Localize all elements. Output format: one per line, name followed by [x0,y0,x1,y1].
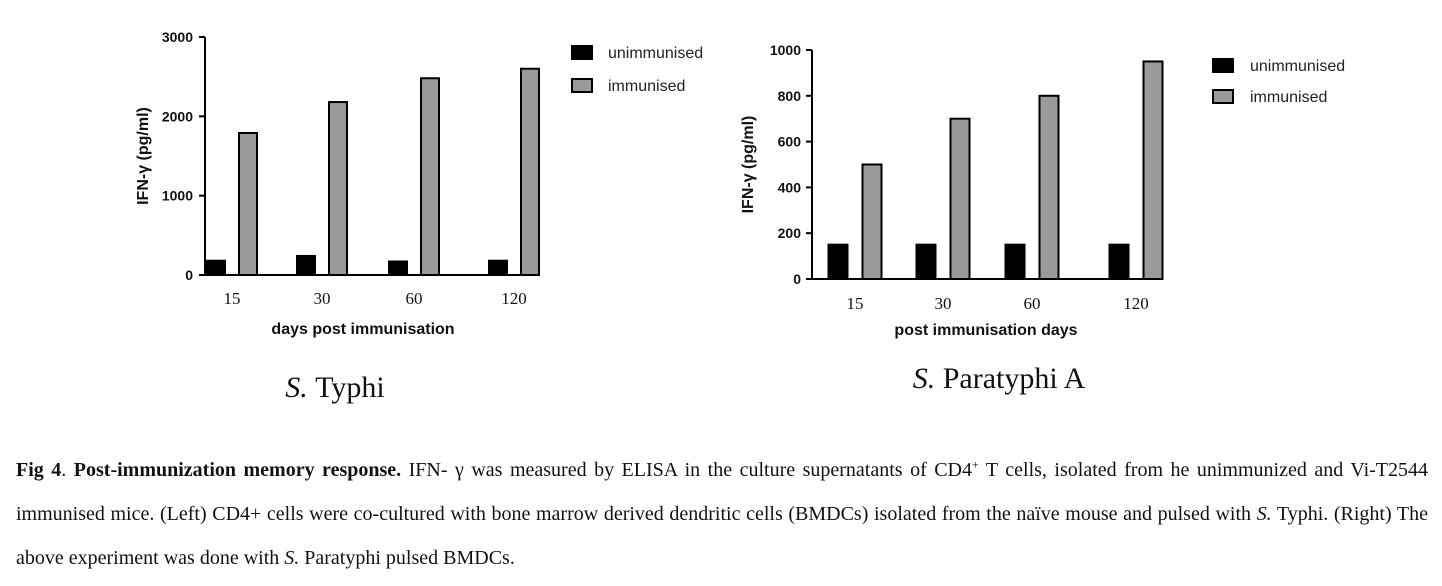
legend-swatch-immunised [571,78,593,93]
caption-superscript: + [972,457,979,472]
caption-species-1: S. [1256,503,1272,525]
bar-unimmunised-60 [1004,243,1026,280]
bar-immunised-15 [861,163,883,280]
legend-label-immunised: immunised [1250,89,1327,106]
panel-title-genus: S. [913,362,936,395]
legend-swatch-immunised [1212,89,1234,104]
panel-title-species: Typhi [308,371,385,404]
bar-immunised-60 [1038,94,1060,280]
y-tick-label: 0 [185,267,193,283]
y-tick-label: 800 [778,88,802,104]
legend-label-unimmunised: unimmunised [608,45,703,62]
bar-immunised-30 [949,117,971,280]
legend-swatch-unimmunised [571,45,593,60]
bar-immunised-30 [328,101,348,277]
y-axis-label: IFN-γ (pg/ml) [135,107,152,205]
panel-title: S. Typhi [285,371,385,404]
bar-immunised-60 [420,77,440,277]
bar-unimmunised-60 [388,260,408,277]
caption-species-2: S. [284,547,300,569]
legend-label-immunised: immunised [608,78,685,95]
legend-label-unimmunised: unimmunised [1250,58,1345,75]
x-tick-label: 30 [935,294,952,313]
legend-swatch-unimmunised [1212,58,1234,73]
figure-caption: Fig 4. Post-immunization memory response… [16,457,1429,569]
y-tick-label: 400 [778,179,802,195]
y-tick-label: 3000 [162,29,193,45]
caption-text-2: T cells, isolated from he unimmunized an… [16,459,1429,525]
bar-unimmunised-15 [827,243,849,280]
y-tick-label: 200 [778,225,802,241]
bar-unimmunised-30 [296,254,316,277]
fig-label: Fig 4 [16,459,62,481]
y-tick-label: 0 [793,271,801,287]
x-tick-label: 60 [406,289,423,308]
x-tick-label: 60 [1024,294,1041,313]
panel-title: S. Paratyphi A [913,362,1086,395]
x-axis-label: post immunisation days [894,322,1077,339]
y-tick-label: 600 [778,134,802,150]
chart-right: 0 200 400 600 800 1000 15 30 60 120 post immunisat… [740,42,1345,395]
bar-immunised-120 [520,67,540,276]
y-tick-label: 1000 [770,42,801,58]
caption-text-3: Typhi. (Right) The above experiment was … [16,503,1428,569]
caption-text-1: IFN- γ was measured by ELISA in the cult… [401,459,973,481]
y-tick-label: 2000 [162,108,193,124]
x-axis-label: days post immunisation [271,321,454,338]
y-tick-label: 1000 [162,188,193,204]
bar-immunised-15 [238,131,258,276]
panel-title-species: Paratyphi A [935,362,1085,395]
x-tick-label: 15 [224,289,241,308]
x-tick-label: 15 [847,294,864,313]
y-axis-label: IFN-γ (pg/ml) [740,116,757,214]
x-tick-label: 30 [314,289,331,308]
bar-unimmunised-120 [1108,243,1130,280]
bar-unimmunised-30 [915,243,937,280]
x-tick-label: 120 [501,289,527,308]
bar-unimmunised-15 [206,259,226,277]
bar-unimmunised-120 [488,259,508,277]
panel-title-genus: S. [285,371,308,404]
x-tick-label: 120 [1123,294,1149,313]
bar-immunised-120 [1142,60,1164,281]
caption-title: Post-immunization memory response. [73,459,402,481]
caption-text-4: Paratyphi pulsed BMDCs. [299,547,515,569]
